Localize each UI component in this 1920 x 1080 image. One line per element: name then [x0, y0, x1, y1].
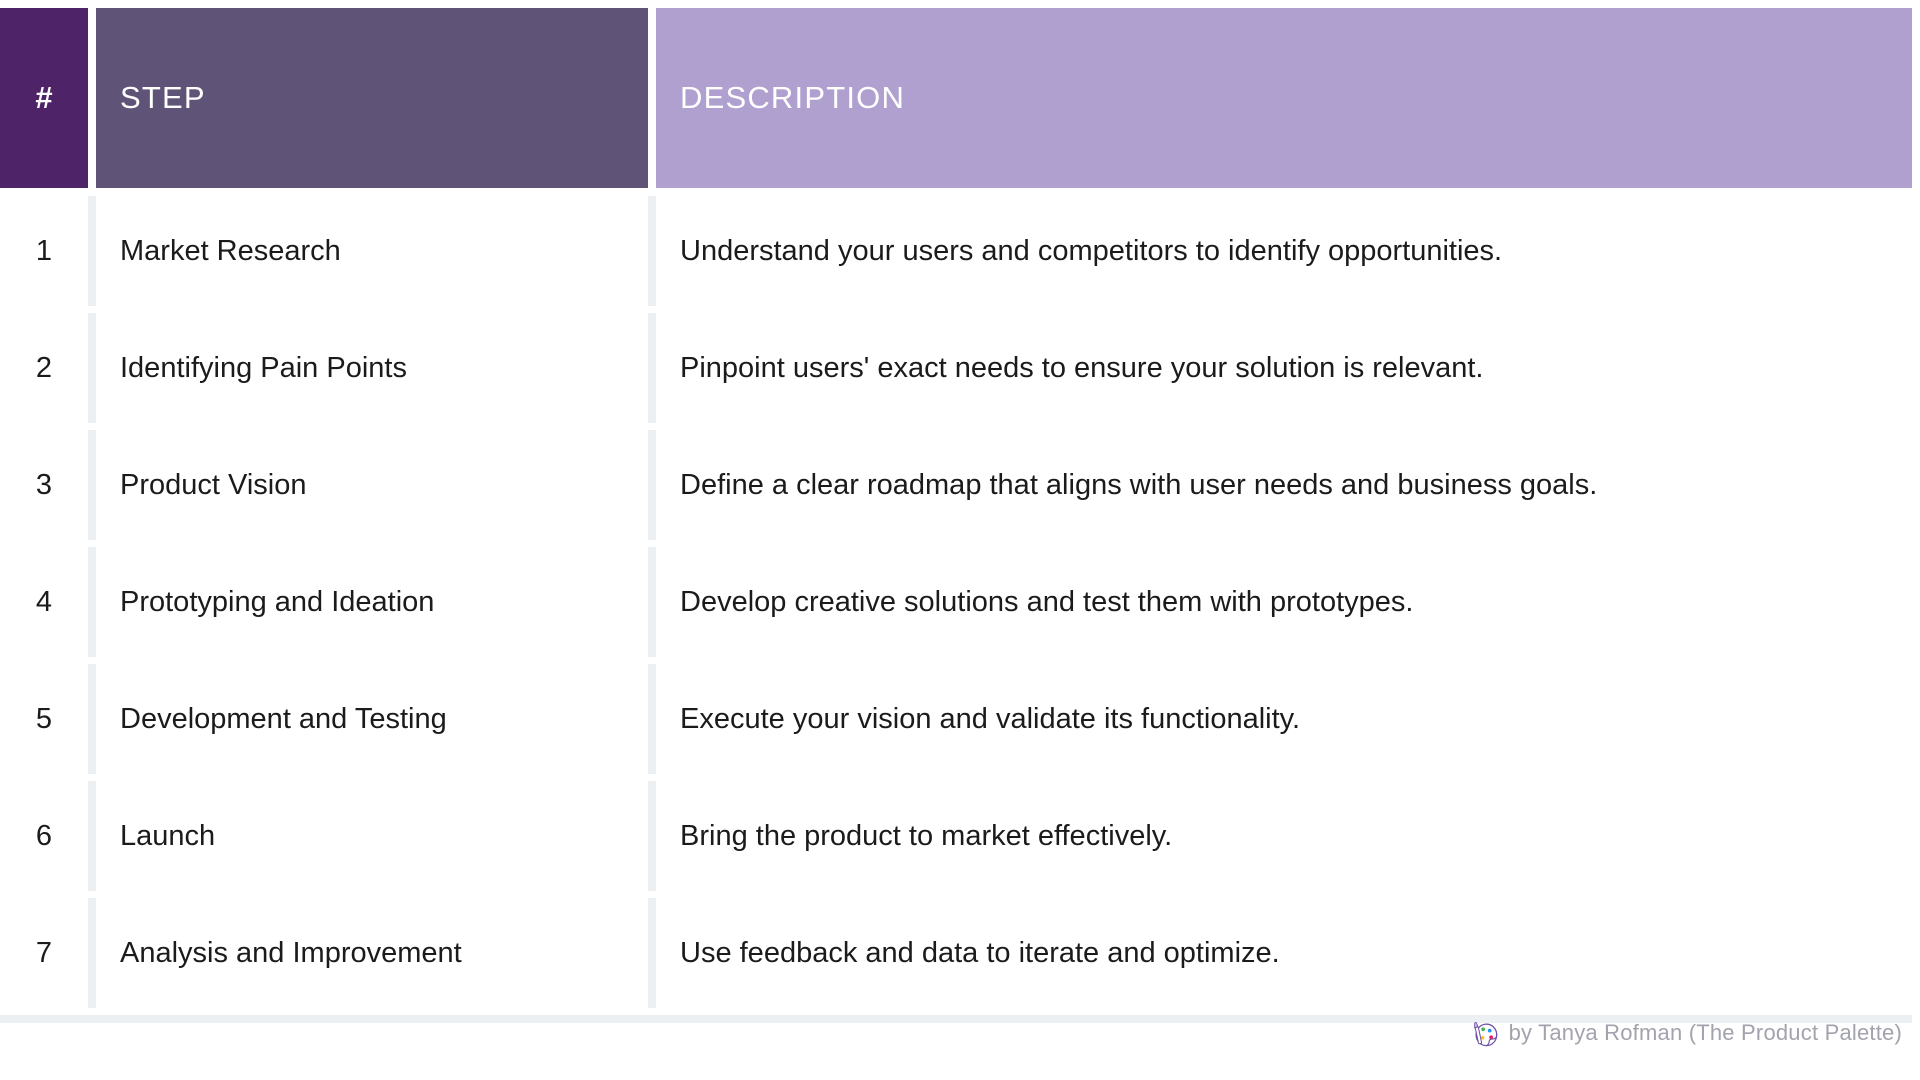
steps-table: # STEP DESCRIPTION 1 Market Research Und… — [0, 8, 1912, 1023]
row-description-label: Develop creative solutions and test them… — [680, 585, 1414, 618]
row-step-label: Analysis and Improvement — [120, 936, 462, 969]
credit-text: by Tanya Rofman (The Product Palette) — [1508, 1020, 1902, 1045]
row-description-cell: Execute your vision and validate its fun… — [656, 664, 1912, 774]
palette-icon — [1470, 1018, 1500, 1048]
row-number: 2 — [35, 351, 53, 384]
table-header-number-label: # — [35, 80, 53, 115]
row-number: 6 — [35, 819, 53, 852]
table-row: 1 Market Research Understand your users … — [0, 196, 1912, 306]
table-row: 4 Prototyping and Ideation Develop creat… — [0, 547, 1912, 657]
row-step-label: Launch — [120, 819, 216, 852]
footer-credit: by Tanya Rofman (The Product Palette) — [1470, 1018, 1902, 1048]
table-header-step-label: STEP — [120, 80, 206, 115]
row-column-divider — [648, 898, 656, 1008]
row-step-cell: Analysis and Improvement — [96, 898, 648, 1008]
row-column-divider — [88, 196, 96, 306]
row-step-cell: Product Vision — [96, 430, 648, 540]
row-number: 5 — [35, 702, 53, 735]
table-header-description-label: DESCRIPTION — [680, 80, 906, 115]
row-number: 7 — [35, 936, 53, 969]
row-step-label: Development and Testing — [120, 702, 447, 735]
row-number-cell: 3 — [0, 430, 88, 540]
row-description-label: Bring the product to market effectively. — [680, 819, 1173, 852]
row-description-cell: Define a clear roadmap that aligns with … — [656, 430, 1912, 540]
row-step-cell: Prototyping and Ideation — [96, 547, 648, 657]
table-header-step: STEP — [96, 8, 648, 188]
row-number-cell: 1 — [0, 196, 88, 306]
row-column-divider — [648, 781, 656, 891]
row-number-cell: 7 — [0, 898, 88, 1008]
row-number: 1 — [35, 234, 53, 267]
row-number: 3 — [35, 468, 53, 501]
table-row: 3 Product Vision Define a clear roadmap … — [0, 430, 1912, 540]
row-step-cell: Market Research — [96, 196, 648, 306]
row-description-label: Understand your users and competitors to… — [680, 234, 1503, 267]
row-step-label: Product Vision — [120, 468, 307, 501]
row-column-divider — [648, 313, 656, 423]
row-column-divider — [648, 664, 656, 774]
row-column-divider — [88, 430, 96, 540]
row-column-divider — [648, 196, 656, 306]
row-description-cell: Understand your users and competitors to… — [656, 196, 1912, 306]
row-description-label: Pinpoint users' exact needs to ensure yo… — [680, 351, 1484, 384]
row-description-label: Use feedback and data to iterate and opt… — [680, 936, 1280, 969]
row-step-cell: Development and Testing — [96, 664, 648, 774]
table-row: 5 Development and Testing Execute your v… — [0, 664, 1912, 774]
row-number-cell: 5 — [0, 664, 88, 774]
row-column-divider — [648, 430, 656, 540]
table-header-number: # — [0, 8, 88, 188]
row-column-divider — [648, 547, 656, 657]
row-column-divider — [88, 664, 96, 774]
table-row: 6 Launch Bring the product to market eff… — [0, 781, 1912, 891]
row-column-divider — [88, 313, 96, 423]
row-number-cell: 2 — [0, 313, 88, 423]
header-column-divider — [648, 8, 656, 188]
row-number: 4 — [35, 585, 53, 618]
row-description-label: Define a clear roadmap that aligns with … — [680, 468, 1598, 501]
row-description-cell: Pinpoint users' exact needs to ensure yo… — [656, 313, 1912, 423]
row-description-label: Execute your vision and validate its fun… — [680, 702, 1301, 735]
row-column-divider — [88, 547, 96, 657]
row-number-cell: 4 — [0, 547, 88, 657]
table-row: 2 Identifying Pain Points Pinpoint users… — [0, 313, 1912, 423]
row-step-cell: Launch — [96, 781, 648, 891]
row-step-cell: Identifying Pain Points — [96, 313, 648, 423]
row-description-cell: Develop creative solutions and test them… — [656, 547, 1912, 657]
table-bottom-rule — [0, 1015, 1912, 1023]
row-column-divider — [88, 781, 96, 891]
table-header-description: DESCRIPTION — [656, 8, 1912, 188]
row-column-divider — [88, 898, 96, 1008]
row-number-cell: 6 — [0, 781, 88, 891]
table-header-row: # STEP DESCRIPTION — [0, 8, 1912, 188]
header-column-divider — [88, 8, 96, 188]
row-step-label: Identifying Pain Points — [120, 351, 407, 384]
table-row: 7 Analysis and Improvement Use feedback … — [0, 898, 1912, 1008]
row-description-cell: Use feedback and data to iterate and opt… — [656, 898, 1912, 1008]
row-description-cell: Bring the product to market effectively. — [656, 781, 1912, 891]
row-step-label: Prototyping and Ideation — [120, 585, 435, 618]
row-step-label: Market Research — [120, 234, 341, 267]
